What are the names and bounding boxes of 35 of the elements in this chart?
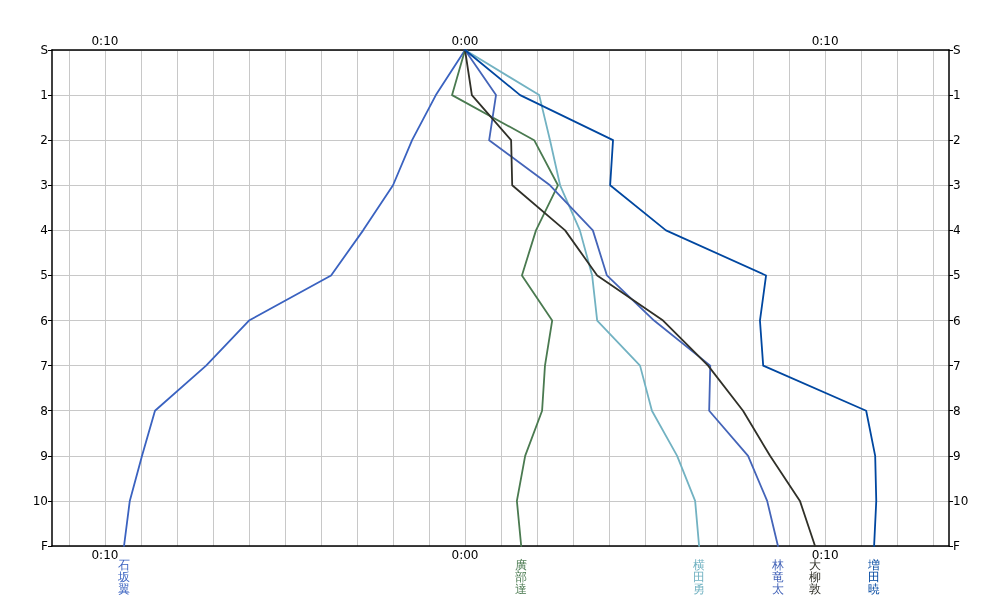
category-label: 7 (40, 358, 48, 373)
category-label: 6 (40, 313, 48, 328)
y-tick-label: 6 (953, 313, 961, 328)
category-label: 2 (40, 133, 48, 148)
y-tick-label: F (953, 539, 960, 553)
y-tick-label: 9 (953, 448, 961, 463)
series-label: 増田暁 (867, 558, 881, 596)
y-tick-label: 10 (953, 493, 969, 508)
x-tick-label: 0:00 (451, 548, 479, 562)
y-tick-label: 8 (953, 403, 961, 418)
series-label: 石坂翼 (117, 558, 131, 596)
y-tick-label: 5 (953, 268, 961, 283)
category-label: F (41, 539, 48, 553)
y-tick-label: 7 (953, 358, 961, 373)
category-label: 3 (40, 178, 48, 193)
y-tick-label: 2 (953, 133, 961, 148)
category-label: S (40, 43, 48, 57)
x2-tick-label: 0:10 (811, 34, 839, 48)
series-label: 横田勇 (693, 558, 706, 596)
y-tick-label: 3 (953, 178, 961, 193)
category-label: 8 (40, 403, 48, 418)
series-label: 林竜太 (770, 558, 784, 596)
category-label: 10 (32, 493, 48, 508)
series-label: 大柳敦 (809, 558, 822, 596)
x2-tick-label: 0:10 (91, 34, 119, 48)
y-tick-label: 4 (953, 223, 961, 238)
category-label: 4 (40, 223, 48, 238)
y-tick-label: S (953, 43, 961, 57)
y-tick-label: 1 (953, 88, 961, 103)
x2-tick-label: 0:00 (451, 34, 479, 48)
category-label: 1 (40, 88, 48, 103)
series-label: 廣部達 (515, 558, 528, 596)
category-label: 5 (40, 268, 48, 283)
category-label: 9 (40, 448, 48, 463)
x-tick-label: 0:10 (91, 548, 119, 562)
